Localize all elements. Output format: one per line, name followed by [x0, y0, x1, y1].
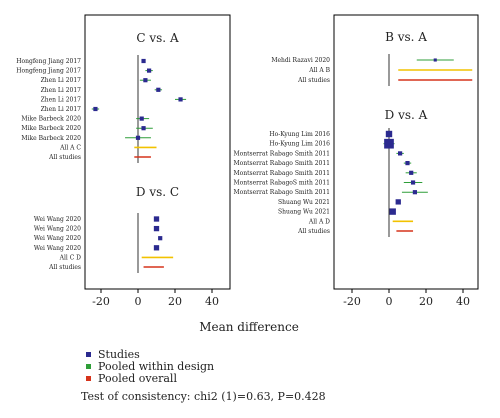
panel-c-vs-a: C vs. A Hongfeng Jiang 2017 Hongfeng Jiang…: [16, 31, 187, 163]
study-marker: [410, 180, 416, 185]
study-marker: [147, 68, 152, 73]
row-label: Mike Barbeck 2020: [21, 135, 81, 142]
row-label: Ho-Kyung Lim 2016: [269, 141, 330, 148]
study-marker: [139, 116, 144, 121]
row-label: Mehdi Razavi 2020: [271, 57, 330, 64]
study-marker: [389, 208, 396, 215]
study-marker: [409, 170, 414, 175]
panel-d-vs-a: D vs. A Ho-Kyung Lim 2016 Ho-Kyung Lim 201…: [234, 108, 428, 237]
row-label: All studies: [48, 264, 81, 271]
row-label: Wei Wang 2020: [34, 216, 81, 223]
row-label: Montserrat Rabago Smith 2011: [234, 189, 330, 196]
x-tick-label: 20: [168, 295, 182, 308]
row-label: Wei Wang 2020: [34, 235, 81, 242]
row-label: Montserrat Rabago Smith 2011: [234, 160, 330, 167]
row-label: All studies: [48, 154, 81, 161]
x-tick-label: -20: [92, 295, 110, 308]
study-marker: [156, 87, 161, 92]
row-label: Zhen Li 2017: [41, 87, 82, 94]
panel-title: B vs. A: [385, 30, 427, 44]
row-label: Montserrat Rabago Smith 2011: [234, 150, 330, 157]
study-marker: [135, 135, 141, 140]
study-marker: [405, 161, 410, 166]
study-marker: [141, 58, 146, 64]
row-label: Mike Barbeck 2020: [21, 125, 81, 132]
study-marker: [153, 225, 160, 232]
legend-swatch-studies: [86, 352, 91, 357]
x-tick-label: 40: [205, 295, 219, 308]
x-tick-label: 0: [135, 295, 142, 308]
legend: Studies Pooled within design Pooled over…: [86, 348, 214, 385]
panel-title: D vs. A: [385, 108, 428, 122]
study-marker: [395, 199, 401, 205]
left-plot-frame: [84, 14, 231, 290]
row-label: Hongfeng Jiang 2017: [16, 58, 81, 65]
row-label: All studies: [297, 228, 330, 235]
study-marker: [384, 138, 394, 149]
panel-b-vs-a: B vs. A Mehdi Razavi 2020 All A B All studi…: [271, 30, 473, 86]
row-label: Hongfeng Jiang 2017: [16, 68, 81, 75]
legend-label-studies: Studies: [98, 348, 140, 361]
panel-d-vs-c: D vs. C Wei Wang 2020 Wei Wang 2020 Wei Wan…: [34, 185, 179, 273]
panel-title: C vs. A: [136, 31, 179, 45]
row-label: All A B: [308, 67, 330, 74]
study-marker: [93, 106, 98, 112]
row-label: Montserrat Rabago Smith 2011: [234, 170, 330, 177]
legend-swatch-pooled-overall: [86, 376, 91, 381]
row-label: Ho-Kyung Lim 2016: [269, 131, 330, 138]
row-label: All studies: [297, 77, 330, 84]
x-axis-label: Mean difference: [199, 320, 299, 334]
legend-label-pooled-overall: Pooled overall: [98, 372, 177, 385]
panel-title: D vs. C: [136, 185, 179, 199]
row-label: Mike Barbeck 2020: [21, 116, 81, 123]
x-tick-label: -20: [343, 295, 361, 308]
study-marker: [143, 78, 148, 83]
legend-label-pooled-within-design: Pooled within design: [98, 360, 214, 373]
legend-swatch-pooled-within-design: [86, 364, 91, 369]
row-label: All A D: [308, 218, 330, 225]
row-label: Montserrat RabagoS mith 2011: [234, 180, 330, 187]
x-axes: -20 0 20 40 -20 0 20 40: [92, 289, 470, 308]
study-marker: [398, 151, 403, 156]
x-tick-label: 0: [386, 295, 393, 308]
row-label: All A C: [59, 144, 81, 151]
row-label: All C D: [59, 254, 82, 261]
x-tick-label: 40: [456, 295, 470, 308]
right-plot-frame: [333, 14, 479, 290]
study-marker: [153, 216, 160, 222]
row-label: Zhen Li 2017: [41, 96, 82, 103]
row-label: Wei Wang 2020: [34, 226, 81, 233]
row-label: Zhen Li 2017: [41, 106, 82, 113]
study-marker: [178, 97, 183, 102]
study-marker: [412, 190, 417, 195]
study-marker: [153, 245, 160, 251]
study-marker: [158, 236, 163, 241]
consistency-test-text: Test of consistency: chi2 (1)=0.63, P=0.…: [81, 390, 326, 403]
row-label: Shuang Wu 2021: [278, 209, 330, 216]
study-marker: [385, 130, 393, 138]
row-label: Wei Wang 2020: [34, 245, 81, 252]
x-tick-label: 20: [419, 295, 433, 308]
study-marker: [141, 126, 146, 131]
row-label: Zhen Li 2017: [41, 77, 82, 84]
study-marker: [433, 58, 437, 62]
row-label: Shuang Wu 2021: [278, 199, 330, 206]
